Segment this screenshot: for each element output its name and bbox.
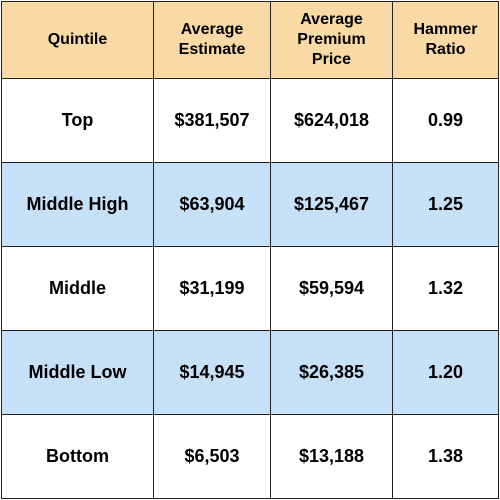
- table-row: Middle $31,199 $59,594 1.32: [1, 246, 499, 331]
- header-cell-average-premium-price: Average Premium Price: [270, 1, 393, 79]
- header-cell-average-estimate: Average Estimate: [153, 1, 271, 79]
- header-cell-hammer-ratio: Hammer Ratio: [392, 1, 499, 79]
- cell-average-premium-price: $13,188: [270, 414, 393, 499]
- cell-average-estimate: $63,904: [153, 162, 271, 247]
- cell-quintile: Middle High: [1, 162, 154, 247]
- header-line: Hammer: [413, 21, 478, 38]
- cell-average-estimate: $381,507: [153, 78, 271, 163]
- table-row: Middle High $63,904 $125,467 1.25: [1, 162, 499, 247]
- header-line: Price: [311, 51, 352, 68]
- cell-hammer-ratio: 1.25: [392, 162, 499, 247]
- table-row: Top $381,507 $624,018 0.99: [1, 78, 499, 163]
- cell-quintile: Middle Low: [1, 330, 154, 415]
- cell-average-premium-price: $26,385: [270, 330, 393, 415]
- cell-average-premium-price: $59,594: [270, 246, 393, 331]
- header-row: Quintile Average Estimate Average Premium P…: [1, 1, 499, 79]
- header-line: Estimate: [178, 41, 246, 58]
- cell-average-estimate: $6,503: [153, 414, 271, 499]
- table-row: Bottom $6,503 $13,188 1.38: [1, 414, 499, 499]
- cell-hammer-ratio: 0.99: [392, 78, 499, 163]
- cell-average-estimate: $14,945: [153, 330, 271, 415]
- header-cell-quintile: Quintile: [1, 1, 154, 79]
- header-line: Average: [180, 21, 244, 38]
- cell-hammer-ratio: 1.38: [392, 414, 499, 499]
- cell-hammer-ratio: 1.20: [392, 330, 499, 415]
- cell-average-premium-price: $125,467: [270, 162, 393, 247]
- header-line: Average: [300, 11, 363, 28]
- table-row: Middle Low $14,945 $26,385 1.20: [1, 330, 499, 415]
- cell-quintile: Middle: [1, 246, 154, 331]
- cell-quintile: Top: [1, 78, 154, 163]
- header-line: Quintile: [47, 31, 108, 48]
- cell-average-estimate: $31,199: [153, 246, 271, 331]
- cell-quintile: Bottom: [1, 414, 154, 499]
- cell-hammer-ratio: 1.32: [392, 246, 499, 331]
- header-line: Premium: [297, 31, 366, 48]
- header-line: Ratio: [425, 41, 466, 58]
- cell-average-premium-price: $624,018: [270, 78, 393, 163]
- table-body: Top $381,507 $624,018 0.99 Middle High $63,90…: [1, 78, 499, 499]
